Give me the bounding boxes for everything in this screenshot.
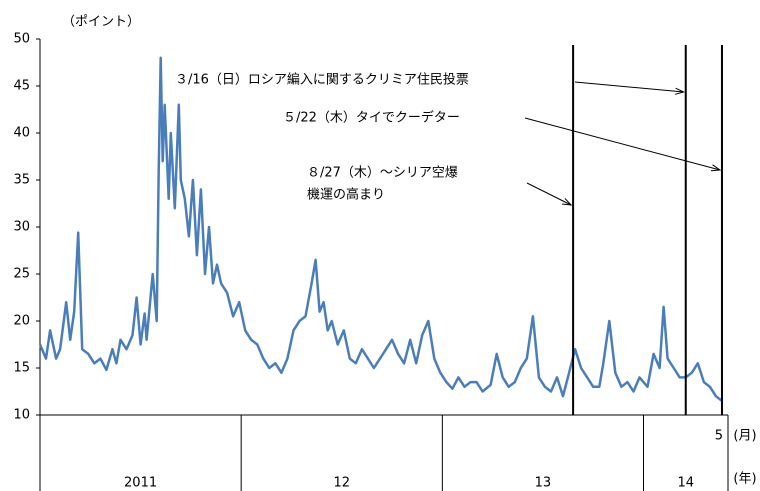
- y-tick-label: 10: [13, 408, 30, 423]
- y-tick-label: 50: [13, 32, 30, 47]
- y-tick-label: 35: [13, 173, 30, 188]
- event-arrow: [574, 81, 684, 93]
- event-arrow: [524, 117, 721, 171]
- y-unit: （ポイント）: [62, 15, 140, 30]
- y-tick-label: 25: [13, 267, 30, 282]
- year-label: 12: [333, 476, 350, 491]
- arrow-head: [674, 87, 686, 95]
- y-tick-label: 30: [13, 220, 30, 235]
- event-label: ８/27（木）～シリア空爆: [307, 166, 458, 181]
- arrow-head: [562, 198, 573, 206]
- y-tick-label: 40: [13, 126, 30, 141]
- y-tick-label: 15: [13, 361, 30, 376]
- month-label: 5: [715, 429, 723, 444]
- year-label: 14: [677, 476, 694, 491]
- year-label: 13: [535, 476, 552, 491]
- event-label: ３/16（日）ロシア編入に関するクリミア住民投票: [175, 72, 469, 88]
- event-label: 機運の高まり: [307, 187, 385, 203]
- year-unit: (年): [733, 472, 756, 487]
- month-unit: (月): [733, 429, 756, 444]
- y-tick-label: 45: [13, 79, 30, 94]
- y-tick-label: 20: [13, 314, 30, 329]
- line-series: [38, 56, 723, 402]
- year-label: 2011: [124, 476, 157, 491]
- arrow-head: [710, 164, 722, 172]
- event-arrow: [526, 182, 572, 206]
- event-label: ５/22（木）タイでクーデター: [283, 110, 460, 126]
